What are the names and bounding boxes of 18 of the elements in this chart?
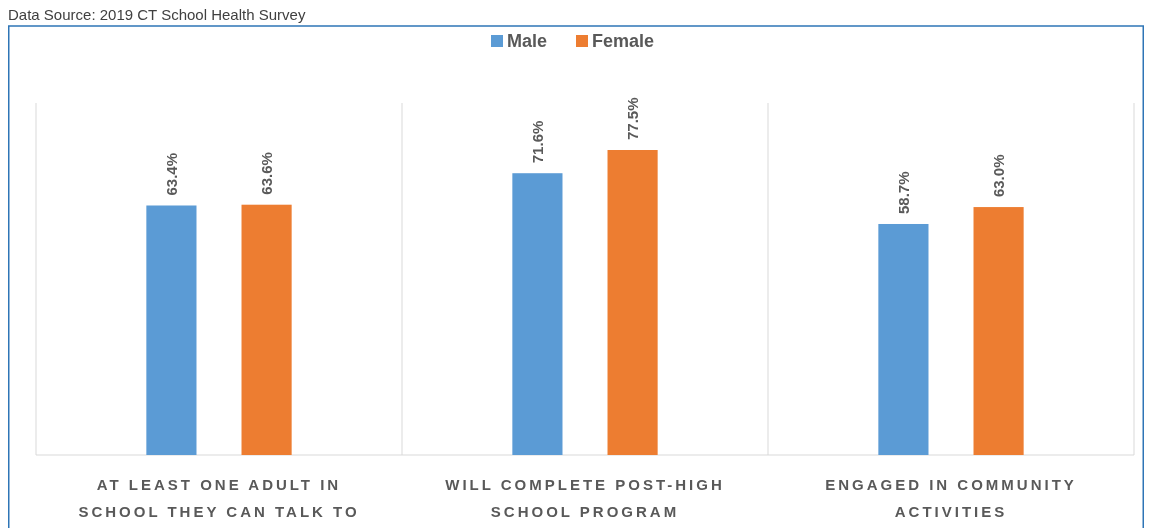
source-note: Data Source: 2019 CT School Health Survey xyxy=(8,6,306,23)
bar xyxy=(973,207,1024,455)
legend-label: Male xyxy=(507,31,548,51)
x-tick-label: ENGAGED IN COMMUNITY ACTIVITIES xyxy=(825,476,1077,520)
data-label: 63.0% xyxy=(990,154,1008,198)
x-tick-label: AT LEAST ONE ADULT IN SCHOOL THEY CAN TALK TO xyxy=(78,476,360,520)
bar xyxy=(241,204,292,455)
bar xyxy=(512,173,563,455)
data-label: 58.7% xyxy=(894,171,912,214)
data-label: 63.4% xyxy=(162,152,180,196)
data-label: 77.5% xyxy=(624,97,642,140)
bar xyxy=(607,150,658,455)
legend-label: Female xyxy=(592,31,655,51)
x-tick-label: WILL COMPLETE POST-HIGH SCHOOL PROGRAM xyxy=(445,476,725,520)
bar xyxy=(878,223,929,455)
data-label: 71.6% xyxy=(528,120,546,164)
data-label: 63.6% xyxy=(258,152,276,195)
bar xyxy=(146,205,197,455)
